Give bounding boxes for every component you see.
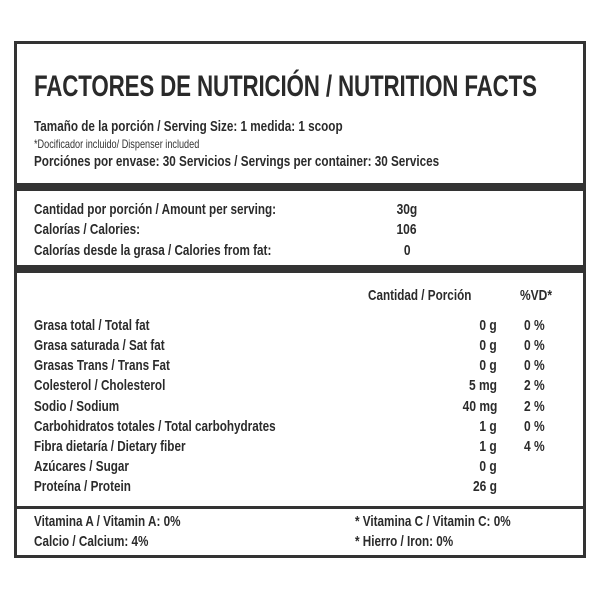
servings-per-container: Porciónes por envase: 30 Servicios / Ser… bbox=[34, 153, 440, 170]
calories-from-fat-value-text: 0 bbox=[403, 242, 411, 259]
calcium: Calcio / Calcium: 4% bbox=[34, 533, 149, 550]
nutrient-name: Colesterol / Cholesterol bbox=[34, 377, 166, 394]
nutrient-row-sat-fat: Grasa saturada / Sat fat 0 g 0 % bbox=[17, 337, 583, 357]
nutrient-name: Grasas Trans / Trans Fat bbox=[34, 357, 170, 374]
nutrient-amount: 0 g bbox=[479, 458, 497, 475]
nutrient-name: Proteína / Protein bbox=[34, 478, 131, 495]
dispenser-note: *Docificador incluido/ Dispenser include… bbox=[34, 137, 200, 151]
thick-divider-2 bbox=[17, 265, 583, 273]
nutrient-row-total-carbohydrates: Carbohidratos totales / Total carbohydra… bbox=[17, 418, 583, 438]
amount-per-serving-value-text: 30g bbox=[396, 201, 418, 218]
thin-divider bbox=[17, 506, 583, 509]
nutrient-daily-value: 4 % bbox=[524, 438, 545, 455]
nutrient-name: Sodio / Sodium bbox=[34, 398, 120, 415]
nutrient-row-trans-fat: Grasas Trans / Trans Fat 0 g 0 % bbox=[17, 357, 583, 377]
nutrient-row-dietary-fiber: Fibra dietaría / Dietary fiber 1 g 4 % bbox=[17, 438, 583, 458]
nutrient-daily-value: 0 % bbox=[524, 418, 545, 435]
nutrient-daily-value: 2 % bbox=[524, 398, 545, 415]
nutrient-name: Grasa total / Total fat bbox=[34, 317, 150, 334]
calories-value: 106 bbox=[377, 221, 437, 239]
calories-label: Calorías / Calories: bbox=[34, 221, 140, 238]
nutrient-amount: 40 mg bbox=[462, 398, 497, 415]
nutrient-daily-value: 0 % bbox=[524, 337, 545, 354]
nutrient-daily-value: 0 % bbox=[524, 357, 545, 374]
nutrient-amount: 5 mg bbox=[468, 377, 497, 394]
column-header-amount: Cantidad / Porción bbox=[368, 287, 472, 304]
nutrient-amount: 0 g bbox=[479, 337, 497, 354]
nutrient-row-sodium: Sodio / Sodium 40 mg 2 % bbox=[17, 398, 583, 418]
nutrient-row-cholesterol: Colesterol / Cholesterol 5 mg 2 % bbox=[17, 377, 583, 397]
serving-size: Tamaño de la porción / Serving Size: 1 m… bbox=[34, 118, 343, 135]
nutrient-name: Azúcares / Sugar bbox=[34, 458, 129, 475]
nutrient-amount: 1 g bbox=[479, 418, 497, 435]
thick-divider-1 bbox=[17, 183, 583, 191]
calories-from-fat-label: Calorías desde la grasa / Calories from … bbox=[34, 242, 272, 259]
nutrient-daily-value: 0 % bbox=[524, 317, 545, 334]
nutrient-amount: 0 g bbox=[479, 317, 497, 334]
nutrient-name: Grasa saturada / Sat fat bbox=[34, 337, 165, 354]
nutrient-daily-value: 2 % bbox=[524, 377, 545, 394]
label-title: FACTORES DE NUTRICIÓN / NUTRITION FACTS bbox=[34, 70, 537, 103]
amount-per-serving-label: Cantidad por porción / Amount per servin… bbox=[34, 201, 277, 218]
nutrition-facts-label: FACTORES DE NUTRICIÓN / NUTRITION FACTS … bbox=[14, 41, 586, 558]
nutrient-amount: 26 g bbox=[472, 478, 497, 495]
vitamin-a: Vitamina A / Vitamin A: 0% bbox=[34, 513, 181, 530]
amount-per-serving-value: 30g bbox=[377, 201, 437, 219]
nutrient-amount: 0 g bbox=[479, 357, 497, 374]
calories-value-text: 106 bbox=[396, 221, 418, 238]
nutrient-row-protein: Proteína / Protein 26 g bbox=[17, 478, 583, 498]
nutrient-row-sugar: Azúcares / Sugar 0 g bbox=[17, 458, 583, 478]
iron: * Hierro / Iron: 0% bbox=[355, 533, 454, 550]
nutrient-name: Fibra dietaría / Dietary fiber bbox=[34, 438, 186, 455]
nutrient-amount: 1 g bbox=[479, 438, 497, 455]
nutrient-row-total-fat: Grasa total / Total fat 0 g 0 % bbox=[17, 317, 583, 337]
column-header-daily-value: %VD* bbox=[520, 287, 553, 304]
vitamin-c: * Vitamina C / Vitamin C: 0% bbox=[355, 513, 511, 530]
nutrient-name: Carbohidratos totales / Total carbohydra… bbox=[34, 418, 276, 435]
calories-from-fat-value: 0 bbox=[377, 242, 437, 260]
